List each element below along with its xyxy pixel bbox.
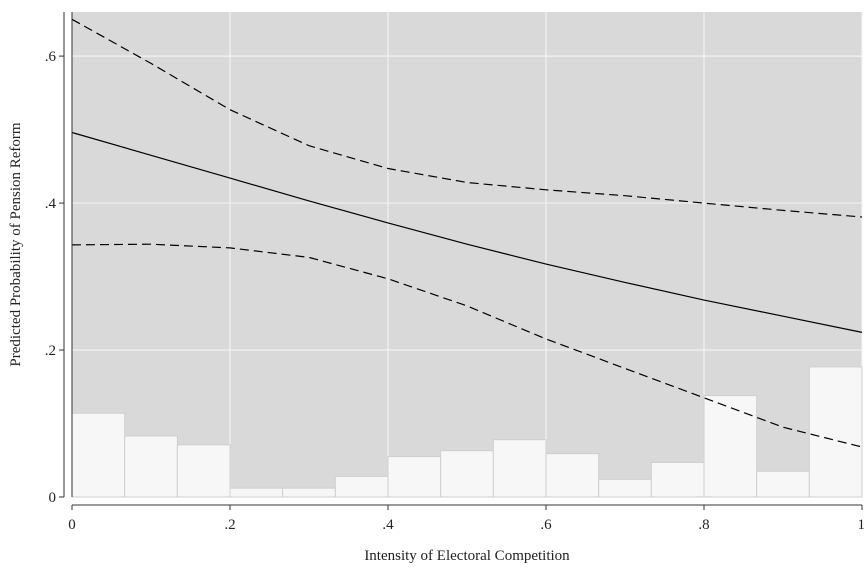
histogram-bar: [704, 396, 757, 497]
y-tick-label: 0: [49, 490, 57, 506]
histogram-bar: [809, 367, 862, 497]
x-tick-label: .2: [224, 517, 235, 533]
histogram-bar: [388, 457, 441, 497]
histogram-bar: [651, 462, 704, 497]
histogram-bar: [335, 476, 388, 497]
histogram-bar: [757, 471, 810, 497]
histogram-bar: [230, 488, 283, 497]
histogram-bar: [283, 488, 336, 497]
histogram-bar: [546, 454, 599, 497]
x-axis-title: Intensity of Electoral Competition: [364, 548, 570, 564]
histogram-bar: [493, 440, 546, 497]
y-tick-label: .4: [45, 196, 57, 212]
y-tick-label: .6: [45, 49, 57, 65]
x-tick-label: 0: [68, 517, 76, 533]
y-axis-title: Predicted Probability of Pension Reform: [8, 122, 24, 366]
x-tick-label: 1: [858, 517, 864, 533]
histogram-bar: [441, 451, 494, 497]
histogram-bar: [125, 436, 178, 497]
histogram-bar: [72, 413, 125, 497]
histogram-bar: [599, 479, 652, 497]
x-tick-label: .8: [698, 517, 709, 533]
y-tick-label: .2: [45, 343, 56, 359]
x-tick-label: .6: [540, 517, 552, 533]
x-tick-label: .4: [382, 517, 394, 533]
histogram-bar: [177, 445, 230, 497]
